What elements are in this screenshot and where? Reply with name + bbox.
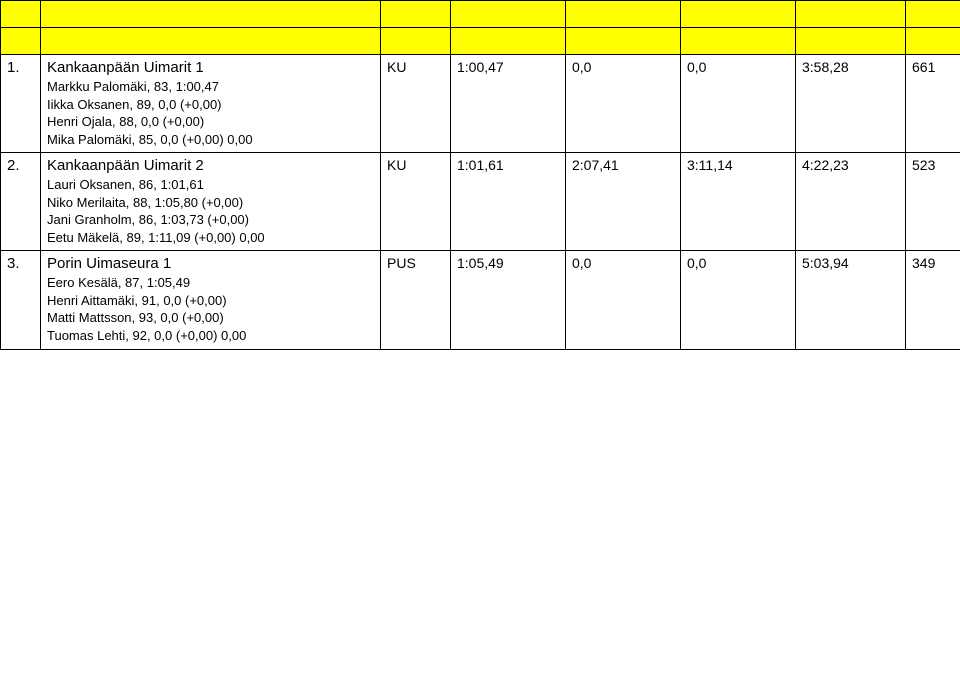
header-cell xyxy=(1,28,41,55)
final-cell-value: 4:22,23 xyxy=(802,157,849,173)
rank-cell: 3. xyxy=(1,251,41,349)
club-cell-value: PUS xyxy=(387,255,416,271)
header-cell xyxy=(566,28,681,55)
header-cell xyxy=(796,28,906,55)
split2-cell: 0,0 xyxy=(566,251,681,349)
header-cell xyxy=(906,28,960,55)
split2-cell-value: 2:07,41 xyxy=(572,157,619,173)
rank-number: 3. xyxy=(7,255,20,272)
team-cell: Porin Uimaseura 1 Eero Kesälä, 87, 1:05,4… xyxy=(41,251,381,349)
team-members: Eero Kesälä, 87, 1:05,49 Henri Aittamäki… xyxy=(47,274,374,344)
table-row: 1. Kankaanpään Uimarit 1 Markku Palomäki, … xyxy=(1,55,960,153)
points-cell-value: 349 xyxy=(912,255,935,271)
header-cell xyxy=(796,1,906,28)
points-cell: 661 xyxy=(906,55,960,153)
table-row: 2. Kankaanpään Uimarit 2 Lauri Oksanen, 86… xyxy=(1,153,960,251)
split1-cell: 1:05,49 xyxy=(451,251,566,349)
split3-cell: 0,0 xyxy=(681,55,796,153)
points-cell-value: 523 xyxy=(912,157,935,173)
header-cell xyxy=(451,28,566,55)
team-cell: Kankaanpään Uimarit 2 Lauri Oksanen, 86, … xyxy=(41,153,381,251)
split2-cell-value: 0,0 xyxy=(572,255,591,271)
points-cell-value: 661 xyxy=(912,59,935,75)
results-table: 1. Kankaanpään Uimarit 1 Markku Palomäki, … xyxy=(0,0,960,350)
split2-cell: 2:07,41 xyxy=(566,153,681,251)
header-cell xyxy=(906,1,960,28)
split3-cell-value: 0,0 xyxy=(687,255,706,271)
split3-cell: 3:11,14 xyxy=(681,153,796,251)
rank-number: 1. xyxy=(7,59,20,76)
team-members: Markku Palomäki, 83, 1:00,47 Iikka Oksan… xyxy=(47,78,374,148)
header-cell xyxy=(381,1,451,28)
club-cell-value: KU xyxy=(387,59,406,75)
final-cell-value: 3:58,28 xyxy=(802,59,849,75)
header-cell xyxy=(681,1,796,28)
final-cell-value: 5:03,94 xyxy=(802,255,849,271)
header-cell xyxy=(381,28,451,55)
split3-cell: 0,0 xyxy=(681,251,796,349)
split3-cell-value: 0,0 xyxy=(687,59,706,75)
split2-cell-value: 0,0 xyxy=(572,59,591,75)
club-cell: KU xyxy=(381,153,451,251)
final-cell: 4:22,23 xyxy=(796,153,906,251)
header-cell xyxy=(41,28,381,55)
points-cell: 523 xyxy=(906,153,960,251)
team-name: Kankaanpään Uimarit 1 xyxy=(47,59,374,76)
rank-cell: 2. xyxy=(1,153,41,251)
header-cell xyxy=(451,1,566,28)
final-cell: 5:03,94 xyxy=(796,251,906,349)
club-cell-value: KU xyxy=(387,157,406,173)
table-row: 3. Porin Uimaseura 1 Eero Kesälä, 87, 1:05… xyxy=(1,251,960,349)
team-name: Kankaanpään Uimarit 2 xyxy=(47,157,374,174)
split1-cell-value: 1:05,49 xyxy=(457,255,504,271)
header-cell xyxy=(1,1,41,28)
points-cell: 349 xyxy=(906,251,960,349)
header-row-1 xyxy=(1,1,960,28)
split2-cell: 0,0 xyxy=(566,55,681,153)
split1-cell-value: 1:00,47 xyxy=(457,59,504,75)
header-row-2 xyxy=(1,28,960,55)
rank-cell: 1. xyxy=(1,55,41,153)
club-cell: PUS xyxy=(381,251,451,349)
header-cell xyxy=(566,1,681,28)
split3-cell-value: 3:11,14 xyxy=(687,157,733,173)
final-cell: 3:58,28 xyxy=(796,55,906,153)
team-members: Lauri Oksanen, 86, 1:01,61 Niko Merilait… xyxy=(47,176,374,246)
team-name: Porin Uimaseura 1 xyxy=(47,255,374,272)
club-cell: KU xyxy=(381,55,451,153)
rank-number: 2. xyxy=(7,157,20,174)
split1-cell: 1:01,61 xyxy=(451,153,566,251)
split1-cell: 1:00,47 xyxy=(451,55,566,153)
header-cell xyxy=(681,28,796,55)
split1-cell-value: 1:01,61 xyxy=(457,157,504,173)
header-cell xyxy=(41,1,381,28)
team-cell: Kankaanpään Uimarit 1 Markku Palomäki, 83… xyxy=(41,55,381,153)
